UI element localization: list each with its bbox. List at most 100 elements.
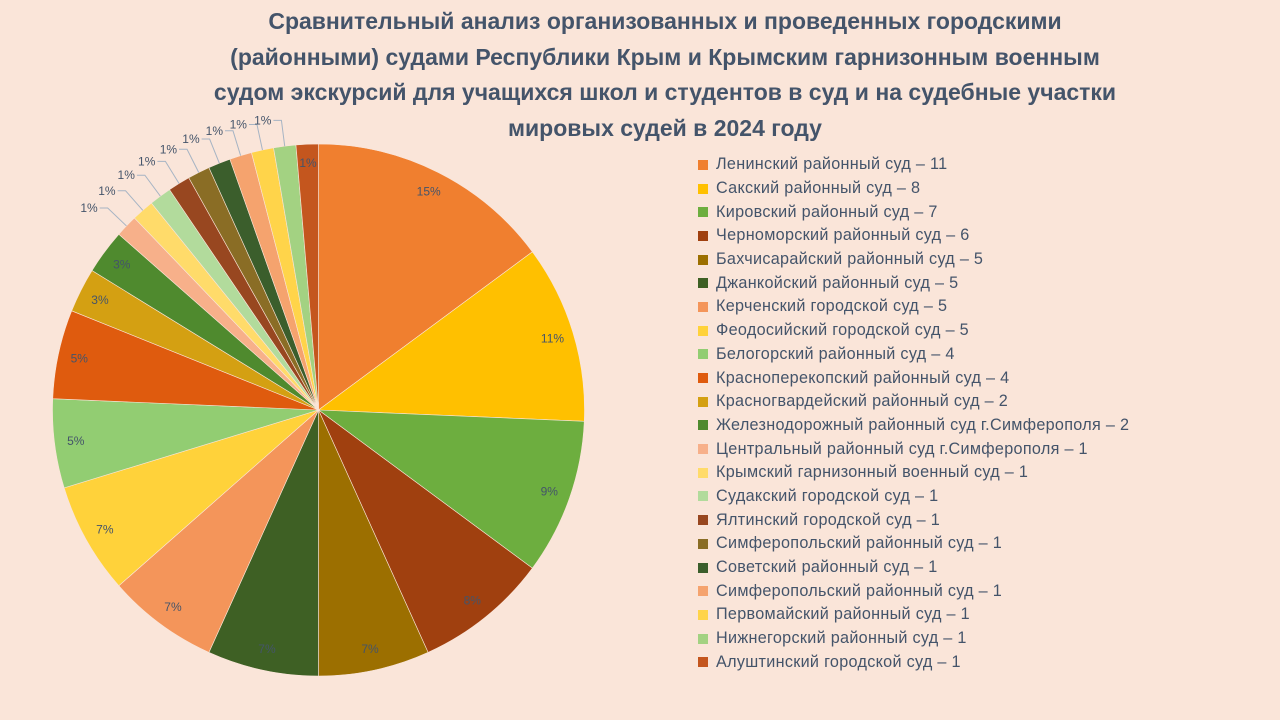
data-label: 1%	[230, 118, 248, 132]
legend-item: Красногвардейский районный суд – 2	[698, 390, 1129, 414]
pie-slice	[208, 409, 319, 677]
legend-item: Сакский районный суд – 8	[698, 177, 1129, 201]
legend-label: Белогорский районный суд – 4	[716, 344, 955, 363]
legend-label: Крымский гарнизонный военный суд – 1	[716, 463, 1029, 482]
legend-item: Белогорский районный суд – 4	[698, 343, 1129, 367]
pie-slice	[118, 409, 319, 653]
data-label: 7%	[258, 642, 276, 656]
legend-label: Железнодорожный районный суд г.Симферопо…	[716, 415, 1130, 434]
data-label: 1%	[80, 201, 98, 215]
legend-swatch	[698, 515, 708, 526]
legend-label: Кировский районный суд – 7	[716, 202, 938, 221]
legend-swatch	[698, 373, 708, 384]
leader-line	[248, 124, 263, 151]
legend-label: Феодосийский городской суд – 5	[716, 321, 969, 340]
legend-item: Советский районный суд – 1	[698, 556, 1129, 580]
legend-swatch	[698, 657, 708, 668]
legend-swatch	[698, 420, 708, 431]
legend-swatch	[698, 586, 708, 597]
legend-label: Сакский районный суд – 8	[716, 179, 921, 198]
legend-label: Центральный районный суд г.Симферополя –…	[716, 439, 1088, 458]
legend-item: Ялтинский городской суд – 1	[698, 508, 1129, 532]
legend-item: Железнодорожный районный суд г.Симферопо…	[698, 414, 1129, 438]
data-label: 5%	[67, 434, 85, 448]
pie-slice	[317, 409, 585, 569]
legend-item: Черноморский районный суд – 6	[698, 224, 1129, 248]
legend-label: Бахчисарайский районный суд – 5	[716, 250, 984, 269]
legend-item: Нижнегорский районный суд – 1	[698, 627, 1129, 651]
legend-label: Керченский городской суд – 5	[716, 297, 948, 316]
data-label: 1%	[118, 168, 136, 182]
legend: Ленинский районный суд – 11 Сакский район…	[698, 153, 1129, 674]
legend-swatch	[698, 467, 708, 478]
data-label: 11%	[541, 331, 564, 345]
pie-slice	[318, 143, 533, 411]
legend-label: Советский районный суд – 1	[716, 558, 938, 577]
pie-slice	[318, 409, 429, 677]
pie-slice	[63, 409, 319, 587]
legend-swatch	[698, 301, 708, 312]
legend-item: Крымский гарнизонный военный суд – 1	[698, 461, 1129, 485]
legend-swatch	[698, 562, 708, 573]
legend-swatch	[698, 159, 708, 170]
legend-label: Нижнегорский районный суд – 1	[716, 629, 967, 648]
leader-line	[157, 160, 180, 184]
data-label: 1%	[98, 184, 116, 198]
chart-title: Сравнительный анализ организованных и пр…	[190, 4, 1140, 146]
data-label: 7%	[164, 600, 182, 614]
legend-item: Феодосийский городской суд – 5	[698, 319, 1129, 343]
legend-label: Симферопольский районный суд – 1	[716, 534, 1003, 553]
legend-item: Симферопольский районный суд – 1	[698, 532, 1129, 556]
legend-item: Первомайский районный суд – 1	[698, 603, 1129, 627]
title-line: судом экскурсий для учащихся школ и студ…	[213, 79, 1117, 105]
legend-swatch	[698, 325, 708, 336]
legend-swatch	[698, 444, 708, 455]
pie-slice	[317, 409, 533, 653]
legend-swatch	[698, 349, 708, 360]
data-label: 1%	[299, 156, 317, 170]
title-line: (районными) судами Республики Крым и Кры…	[230, 43, 1100, 70]
legend-swatch	[698, 207, 708, 218]
legend-item: Кировский районный суд – 7	[698, 200, 1129, 224]
data-label: 1%	[160, 142, 178, 156]
data-label: 3%	[113, 257, 131, 271]
legend-item: Красноперекопский районный суд – 4	[698, 366, 1129, 390]
data-label: 7%	[361, 642, 379, 656]
legend-swatch	[698, 538, 708, 549]
legend-item: Симферопольский районный суд – 1	[698, 579, 1129, 603]
legend-item: Центральный районный суд г.Симферополя –…	[698, 437, 1129, 461]
leader-line	[117, 190, 144, 211]
legend-item: Судакский городской суд – 1	[698, 485, 1129, 509]
data-label: 1%	[206, 124, 224, 138]
legend-label: Симферопольский районный суд – 1	[716, 581, 1003, 600]
legend-item: Керченский городской суд – 5	[698, 295, 1129, 319]
leader-line	[224, 130, 242, 156]
data-label: 7%	[96, 522, 114, 536]
legend-swatch	[698, 230, 708, 241]
legend-label: Алуштинский городской суд – 1	[716, 652, 961, 671]
legend-swatch	[698, 396, 708, 407]
legend-label: Первомайский районный суд – 1	[716, 605, 970, 624]
legend-label: Красноперекопский районный суд – 4	[716, 368, 1010, 387]
data-label: 15%	[417, 184, 441, 198]
legend-item: Бахчисарайский районный суд – 5	[698, 248, 1129, 272]
leader-line	[201, 138, 220, 164]
legend-label: Ленинский районный суд – 11	[716, 155, 948, 174]
data-label: 9%	[541, 485, 559, 499]
leader-line	[179, 148, 200, 173]
data-label: 3%	[91, 293, 109, 307]
legend-label: Судакский городской суд – 1	[716, 486, 939, 505]
legend-label: Джанкойский районный суд – 5	[716, 273, 959, 292]
legend-swatch	[698, 609, 708, 620]
legend-swatch	[698, 183, 708, 194]
leader-line	[273, 119, 286, 147]
legend-label: Ялтинский городской суд – 1	[716, 510, 941, 529]
legend-item: Алуштинский городской суд – 1	[698, 650, 1129, 674]
leader-line	[136, 174, 161, 197]
data-label: 1%	[254, 113, 272, 127]
pie-slice	[317, 251, 585, 422]
data-label: 8%	[464, 593, 482, 607]
legend-label: Черноморский районный суд – 6	[716, 226, 970, 245]
legend-swatch	[698, 491, 708, 502]
